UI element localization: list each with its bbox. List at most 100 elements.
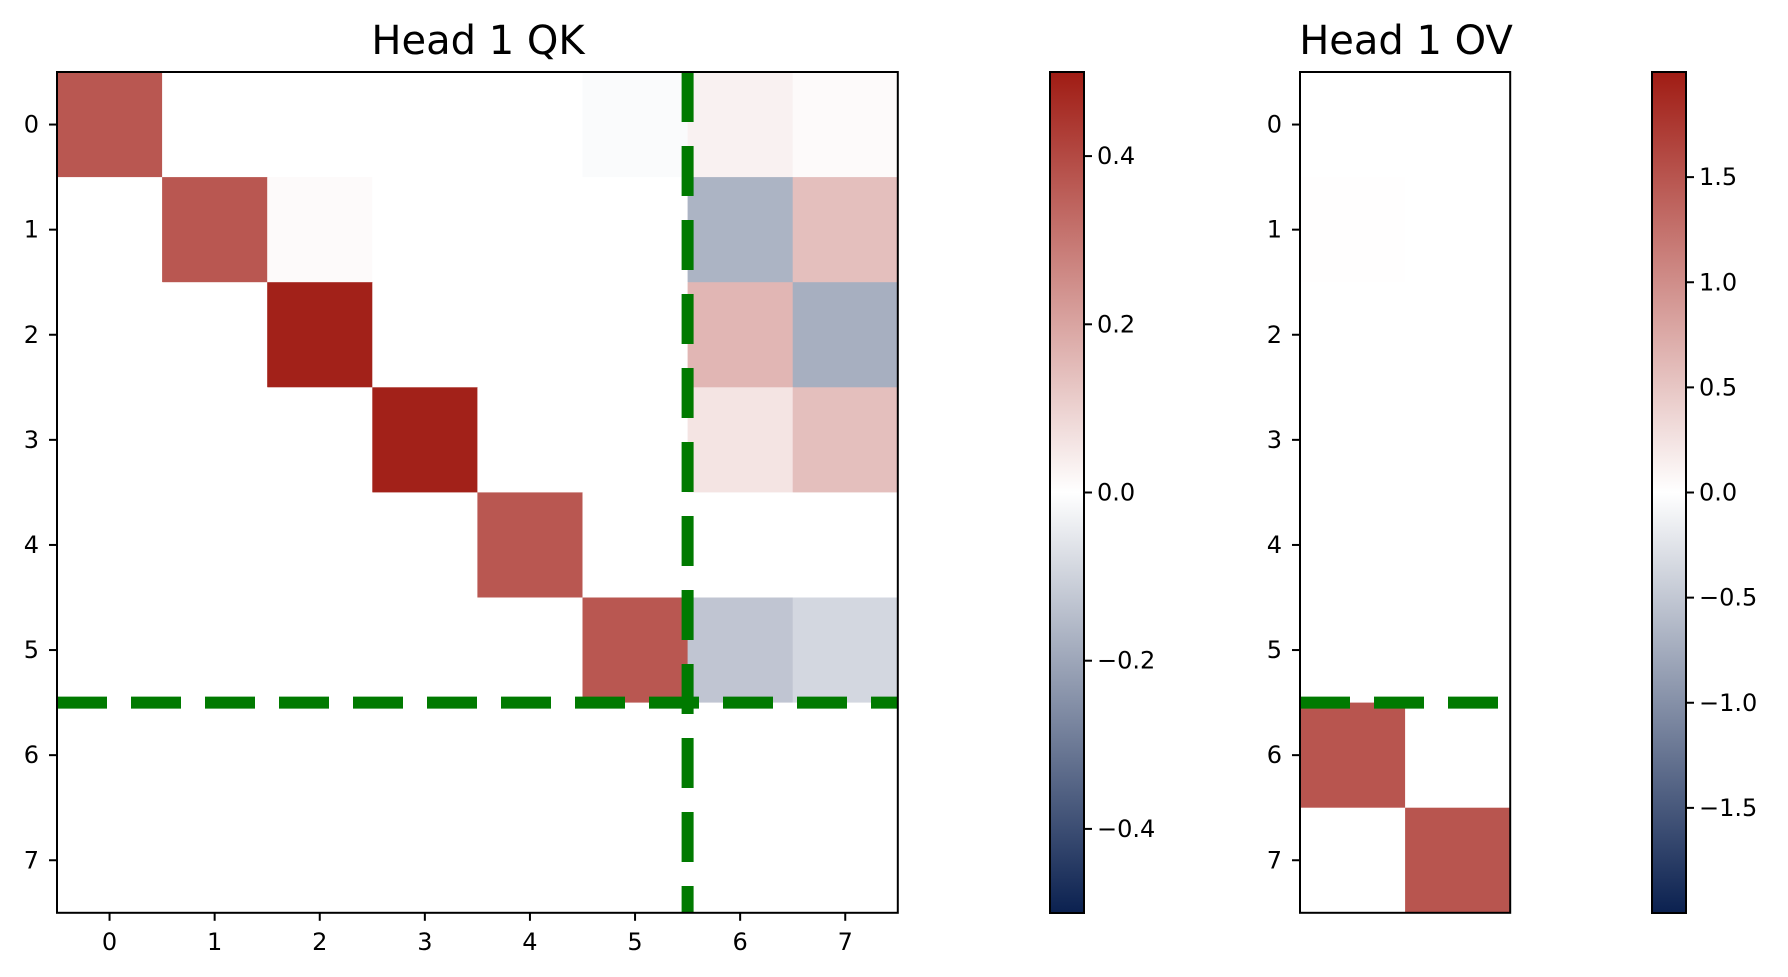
heatmap-cell (582, 597, 689, 704)
heatmap-cell (477, 282, 584, 388)
heatmap-cell (1300, 492, 1406, 599)
heatmap-cell (1300, 72, 1406, 178)
heatmap-cell (267, 807, 373, 914)
y-tick-label: 6 (24, 741, 39, 769)
plot-frame (56, 71, 899, 914)
y-tick-label: 7 (24, 846, 39, 874)
plots-layer: Head 1 QK 0 1 2 3 4 5 6 7 0 1 2 3 4 5 6 7 0.4 0.2 0.0 −0.2 −0… (24, 18, 1758, 956)
heatmap-cell (162, 177, 268, 283)
colorbar-tick-label: 0.4 (1097, 142, 1135, 170)
y-tick-label: 4 (24, 531, 39, 559)
x-tick-label: 0 (102, 928, 117, 956)
chart-title: Head 1 OV (1299, 18, 1513, 64)
heatmap-cell (477, 702, 584, 809)
y-tick-label: 0 (1267, 111, 1282, 139)
heatmap-cell (267, 492, 373, 599)
heatmap-cell (477, 492, 584, 599)
heatmap-cell (687, 282, 794, 388)
heatmap-cell (1405, 177, 1511, 283)
heatmap-1: Head 1 QK 0 1 2 3 4 5 6 7 0 1 2 3 4 5 6 7 0.4 0.2 0.0 −0.2 −0… (24, 18, 1156, 956)
heatmap-cell (57, 492, 163, 599)
heatmap-cell (1405, 807, 1511, 914)
heatmap-cell (57, 72, 163, 178)
heatmap-cell (372, 597, 478, 704)
heatmap-cell (687, 387, 794, 493)
heatmap-cell (687, 597, 794, 704)
heatmap-cell (582, 492, 689, 599)
colorbar-tick-label: 0.0 (1699, 479, 1737, 507)
y-tick-label: 5 (24, 636, 39, 664)
heatmap-cell (372, 177, 478, 283)
heatmap-cell (792, 492, 899, 599)
heatmap-cell (372, 492, 478, 599)
heatmap-cell (1405, 72, 1511, 178)
heatmap-cell (582, 72, 689, 178)
y-tick-label: 5 (1267, 636, 1282, 664)
heatmap-cell (57, 387, 163, 493)
heatmap-cell (372, 282, 478, 388)
heatmap-cell (267, 387, 373, 493)
colorbar-tick-label: −1.0 (1699, 689, 1757, 717)
heatmap-cell (372, 807, 478, 914)
heatmap-cell (1300, 702, 1406, 809)
colorbar-tick-label: 0.0 (1097, 479, 1135, 507)
heatmap-cell (687, 492, 794, 599)
chart-title: Head 1 QK (371, 18, 586, 64)
heatmap-cell (1300, 282, 1406, 388)
heatmap-cell (477, 807, 584, 914)
y-tick-label: 1 (24, 216, 39, 244)
heatmap-cell (372, 72, 478, 178)
colorbar-tick-label: 0.2 (1097, 310, 1135, 338)
heatmap-cell (57, 597, 163, 704)
heatmap-cell (1405, 597, 1511, 704)
heatmap-cell (1405, 492, 1511, 599)
x-tick-label: 6 (733, 928, 748, 956)
heatmap-cell (792, 177, 899, 283)
heatmap-cell (477, 387, 584, 493)
heatmap-cell (477, 72, 584, 178)
colorbar-tick-label: −1.5 (1699, 794, 1757, 822)
heatmap-cell (1405, 387, 1511, 493)
heatmap-cell (687, 807, 794, 914)
heatmap-cell (372, 702, 478, 809)
colorbar-gradient (1050, 72, 1084, 913)
heatmap-cell (792, 387, 899, 493)
colorbar-tick-label: 0.5 (1699, 373, 1737, 401)
heatmap-cell (162, 702, 268, 809)
y-tick-label: 3 (1267, 426, 1282, 454)
heatmap-cell (267, 177, 373, 283)
heatmap-cell (1300, 387, 1406, 493)
heatmap-cell (582, 282, 689, 388)
y-tick-label: 6 (1267, 741, 1282, 769)
colorbar-tick-label: 1.5 (1699, 163, 1737, 191)
heatmap-cell (267, 72, 373, 178)
heatmap-cell (1300, 177, 1406, 283)
heatmap-cell (582, 387, 689, 493)
y-tick-label: 0 (24, 111, 39, 139)
heatmap-cell (477, 177, 584, 283)
heatmap-cell (687, 72, 794, 178)
heatmap-2: Head 1 OV 0 1 2 3 4 5 6 7 1.5 1.0 0.5 0.0 −0.5 −1.0 −1.… (1267, 18, 1757, 914)
heatmap-cell (57, 177, 163, 283)
x-tick-label: 3 (417, 928, 432, 956)
heatmap-cell (57, 807, 163, 914)
heatmap-cell (792, 702, 899, 809)
heatmap-cell (162, 807, 268, 914)
heatmap-cell (267, 282, 373, 388)
y-tick-label: 2 (24, 321, 39, 349)
x-tick-label: 1 (207, 928, 222, 956)
heatmap-cell (162, 72, 268, 178)
heatmap-cell (162, 597, 268, 704)
heatmap-cell (1405, 282, 1511, 388)
heatmap-cell (582, 807, 689, 914)
heatmap-cell (162, 282, 268, 388)
heatmap-cell (162, 387, 268, 493)
x-tick-label: 4 (522, 928, 537, 956)
heatmap-cell (792, 72, 899, 178)
colorbar-tick-label: 1.0 (1699, 268, 1737, 296)
heatmap-cell (57, 702, 163, 809)
heatmap-cell (792, 597, 899, 704)
colorbar-tick-label: −0.2 (1097, 647, 1155, 675)
heatmap-cell (792, 807, 899, 914)
